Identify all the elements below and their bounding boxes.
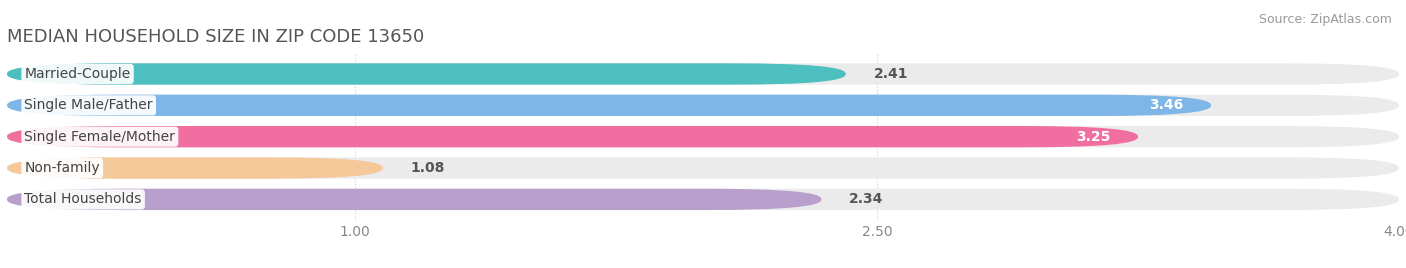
FancyBboxPatch shape [7, 189, 821, 210]
Text: Source: ZipAtlas.com: Source: ZipAtlas.com [1258, 13, 1392, 27]
Text: Non-family: Non-family [24, 161, 100, 175]
FancyBboxPatch shape [7, 63, 1399, 85]
FancyBboxPatch shape [7, 157, 382, 179]
FancyBboxPatch shape [7, 126, 1137, 147]
Text: Married-Couple: Married-Couple [24, 67, 131, 81]
Text: 1.08: 1.08 [411, 161, 446, 175]
Text: Total Households: Total Households [24, 192, 142, 206]
Text: 3.25: 3.25 [1076, 130, 1111, 144]
FancyBboxPatch shape [7, 189, 1399, 210]
Text: Single Male/Father: Single Male/Father [24, 98, 153, 112]
FancyBboxPatch shape [7, 157, 1399, 179]
Text: 2.34: 2.34 [849, 192, 883, 206]
Text: 3.46: 3.46 [1149, 98, 1184, 112]
FancyBboxPatch shape [7, 95, 1211, 116]
FancyBboxPatch shape [7, 63, 845, 85]
Text: MEDIAN HOUSEHOLD SIZE IN ZIP CODE 13650: MEDIAN HOUSEHOLD SIZE IN ZIP CODE 13650 [7, 28, 425, 46]
FancyBboxPatch shape [7, 95, 1399, 116]
FancyBboxPatch shape [7, 126, 1399, 147]
Text: 2.41: 2.41 [873, 67, 908, 81]
Text: Single Female/Mother: Single Female/Mother [24, 130, 176, 144]
